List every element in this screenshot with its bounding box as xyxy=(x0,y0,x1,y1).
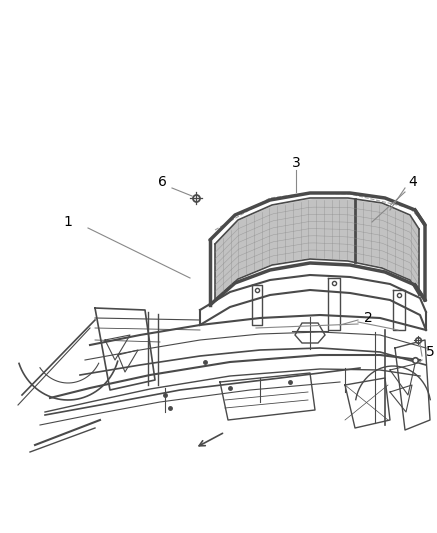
Text: 1: 1 xyxy=(63,215,73,229)
Text: 6: 6 xyxy=(158,175,166,189)
Text: 2: 2 xyxy=(364,311,372,325)
Polygon shape xyxy=(355,200,419,294)
Text: 4: 4 xyxy=(409,175,417,189)
Polygon shape xyxy=(215,199,355,299)
Text: 3: 3 xyxy=(291,156,300,170)
Text: 5: 5 xyxy=(426,345,434,359)
